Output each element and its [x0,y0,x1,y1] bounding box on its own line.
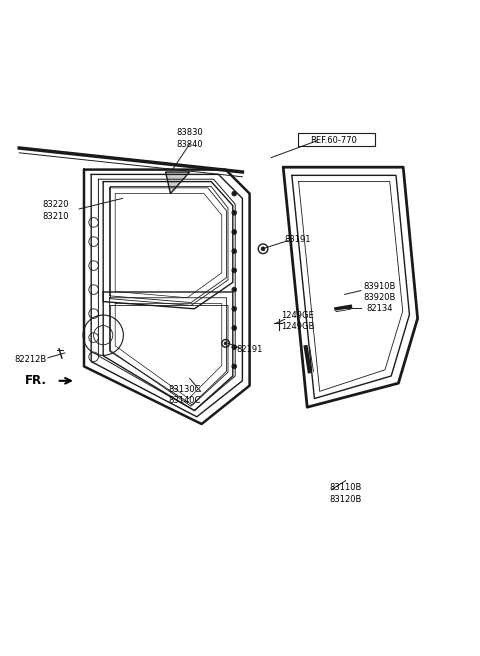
Circle shape [232,364,237,369]
Circle shape [232,287,237,292]
Circle shape [232,325,237,331]
Text: 82134: 82134 [366,304,393,314]
Text: 82191: 82191 [237,345,263,354]
Text: 83830
83840: 83830 83840 [176,128,203,149]
Text: 83110B
83120B: 83110B 83120B [329,483,362,504]
Circle shape [232,268,237,273]
Text: 83220
83210: 83220 83210 [42,200,69,220]
Circle shape [232,306,237,311]
Circle shape [232,211,237,215]
Polygon shape [166,172,190,194]
Circle shape [232,230,237,234]
Circle shape [232,345,237,350]
Text: FR.: FR. [25,375,47,387]
Circle shape [224,342,227,345]
Text: 83910B
83920B: 83910B 83920B [363,282,396,302]
Text: 82212B: 82212B [14,355,47,363]
Circle shape [232,249,237,254]
Text: REF.60-770: REF.60-770 [310,136,357,145]
Circle shape [232,191,237,196]
Text: 83191: 83191 [284,235,311,243]
FancyBboxPatch shape [298,133,375,146]
Circle shape [261,247,265,251]
Text: 1249GE
1249GB: 1249GE 1249GB [281,310,314,331]
Text: 83130C
83140C: 83130C 83140C [168,385,201,405]
